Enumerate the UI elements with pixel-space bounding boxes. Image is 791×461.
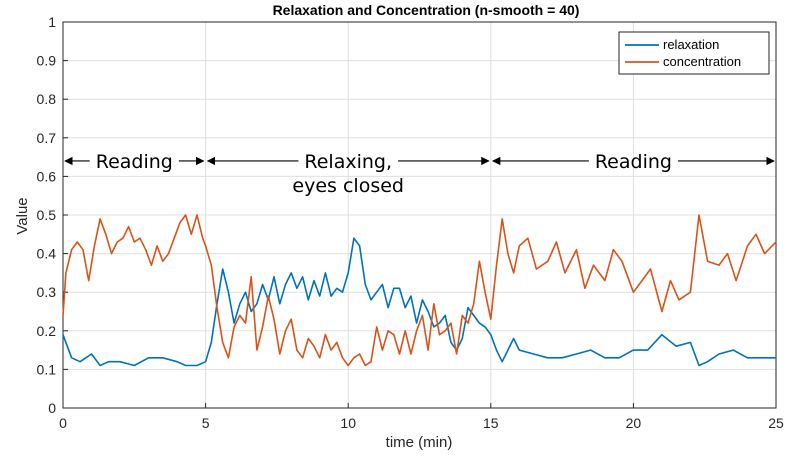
legend: relaxation concentration [618, 31, 770, 75]
annotation-label: Reading [96, 151, 173, 173]
chart-title: Relaxation and Concentration (n-smooth =… [273, 2, 580, 18]
y-tick-label: 0.6 [37, 168, 57, 184]
x-tick-label: 20 [626, 415, 642, 431]
x-tick-label: 10 [340, 415, 356, 431]
x-tick-label: 5 [202, 415, 210, 431]
y-tick-label: 0.3 [37, 284, 57, 300]
x-tick-label: 15 [483, 415, 499, 431]
y-tick-label: 0.4 [37, 246, 57, 262]
y-tick-label: 0.2 [37, 323, 57, 339]
annotation-label: Reading [595, 151, 672, 173]
y-tick-label: 0 [48, 400, 56, 416]
legend-label-relaxation: relaxation [663, 37, 719, 52]
legend-box [618, 31, 770, 75]
series-line-relaxation [62, 237, 776, 367]
x-axis-label: time (min) [386, 434, 453, 451]
y-tick-label: 0.7 [37, 130, 57, 146]
series-lines [62, 214, 777, 367]
y-tick-label: 0.8 [37, 91, 57, 107]
annotation-label: Relaxing, [304, 151, 392, 173]
y-tick-label: 1 [48, 14, 56, 30]
grid [62, 21, 777, 409]
y-axis-label: Value [14, 197, 31, 234]
y-tick-label: 0.1 [37, 361, 57, 377]
axis-ticks: 0 5 10 15 20 25 0 0.1 0.2 0.3 0.4 0.5 0.6 0.7 0.8 0.9 1 [37, 14, 784, 431]
x-tick-label: 25 [768, 415, 784, 431]
annotation-label-line2: eyes closed [292, 175, 404, 197]
y-tick-label: 0.5 [37, 207, 57, 223]
y-tick-label: 0.9 [37, 53, 57, 69]
legend-label-concentration: concentration [663, 54, 741, 69]
series-line-concentration [62, 214, 777, 367]
annotations: Reading Relaxing,eyes closed Reading [64, 151, 775, 197]
x-tick-label: 0 [59, 415, 67, 431]
